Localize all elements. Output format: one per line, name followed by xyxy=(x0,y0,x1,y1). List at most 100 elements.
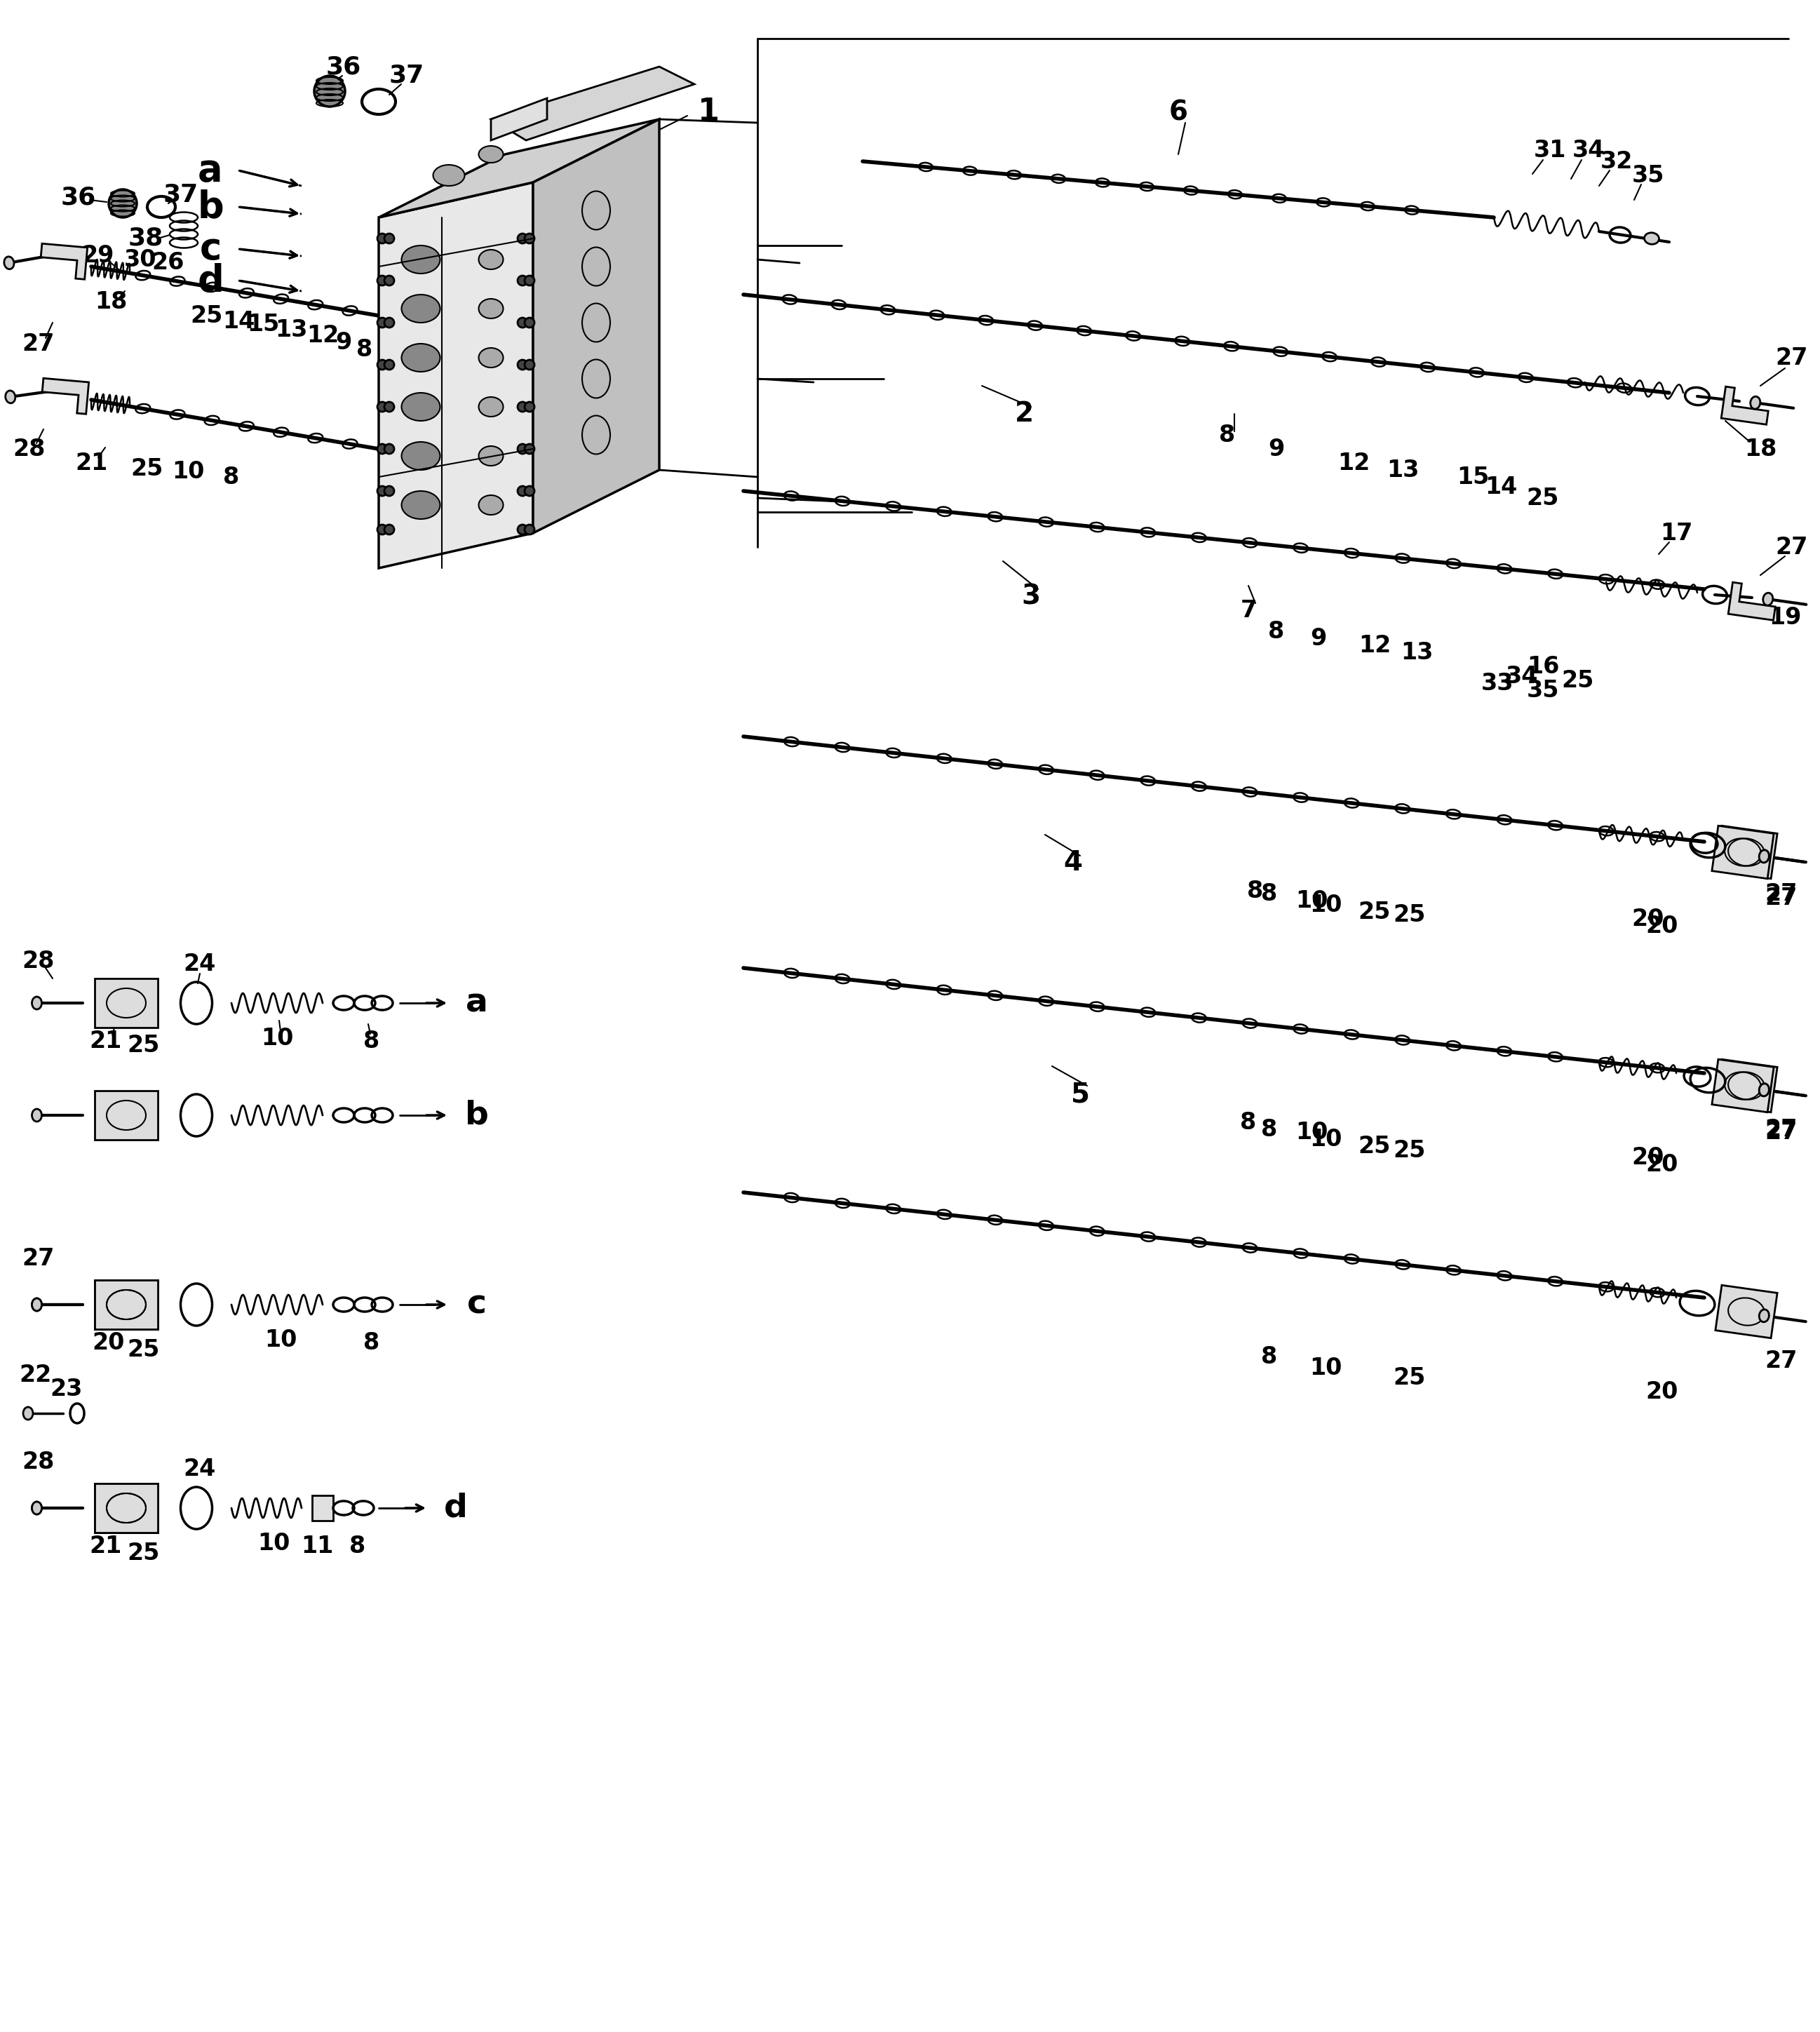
Ellipse shape xyxy=(1751,396,1760,408)
Text: 27: 27 xyxy=(1765,1118,1798,1140)
Text: 20: 20 xyxy=(1633,1146,1665,1168)
Text: 11: 11 xyxy=(300,1534,333,1559)
Circle shape xyxy=(377,276,388,284)
Text: 34: 34 xyxy=(1505,664,1538,689)
Text: 9: 9 xyxy=(1310,626,1327,650)
Text: 34: 34 xyxy=(1572,140,1605,163)
Text: 20: 20 xyxy=(1645,1380,1678,1404)
Text: 23: 23 xyxy=(51,1378,84,1400)
Ellipse shape xyxy=(33,1502,42,1514)
Ellipse shape xyxy=(479,447,502,465)
Polygon shape xyxy=(95,1483,158,1532)
Text: 29: 29 xyxy=(82,244,115,268)
Polygon shape xyxy=(1729,583,1774,620)
Ellipse shape xyxy=(402,246,440,274)
Polygon shape xyxy=(1716,825,1778,878)
Text: 10: 10 xyxy=(264,1329,297,1351)
Circle shape xyxy=(377,234,388,244)
Circle shape xyxy=(384,360,395,370)
Text: 21: 21 xyxy=(75,451,107,475)
Ellipse shape xyxy=(33,1109,42,1122)
Circle shape xyxy=(377,445,388,453)
Circle shape xyxy=(384,276,395,284)
Circle shape xyxy=(517,360,528,370)
Ellipse shape xyxy=(33,1502,42,1514)
Text: d: d xyxy=(444,1491,468,1524)
Circle shape xyxy=(384,445,395,453)
Text: 20: 20 xyxy=(93,1331,126,1355)
Text: 9: 9 xyxy=(335,331,351,354)
Text: 10: 10 xyxy=(1309,894,1341,916)
Polygon shape xyxy=(40,244,87,278)
Text: 8: 8 xyxy=(357,337,373,362)
Circle shape xyxy=(384,486,395,496)
Text: 15: 15 xyxy=(1456,465,1489,488)
Ellipse shape xyxy=(33,1298,42,1311)
Circle shape xyxy=(524,445,535,453)
Text: 25: 25 xyxy=(1527,486,1560,510)
Text: 36: 36 xyxy=(60,185,96,209)
Text: d: d xyxy=(197,262,224,299)
Text: 25: 25 xyxy=(127,1542,160,1565)
Text: 1: 1 xyxy=(697,98,719,128)
Circle shape xyxy=(377,402,388,412)
Text: 8: 8 xyxy=(1247,880,1263,902)
Polygon shape xyxy=(95,1280,158,1329)
Polygon shape xyxy=(42,378,89,415)
Circle shape xyxy=(524,317,535,327)
Text: 20: 20 xyxy=(1645,914,1678,937)
Circle shape xyxy=(377,486,388,496)
Text: 28: 28 xyxy=(22,1451,55,1473)
Text: b: b xyxy=(466,1099,490,1132)
Text: 8: 8 xyxy=(364,1331,380,1355)
Ellipse shape xyxy=(479,396,502,417)
Ellipse shape xyxy=(479,299,502,319)
Ellipse shape xyxy=(33,1298,42,1311)
Text: 8: 8 xyxy=(1269,620,1285,642)
Ellipse shape xyxy=(4,256,15,268)
Text: 2: 2 xyxy=(1014,400,1034,427)
Text: 27: 27 xyxy=(1776,345,1809,370)
Text: 14: 14 xyxy=(222,309,255,333)
Text: 4: 4 xyxy=(1063,849,1083,876)
Circle shape xyxy=(524,276,535,284)
Text: 27: 27 xyxy=(1765,1349,1798,1372)
Ellipse shape xyxy=(582,248,610,287)
Text: 12: 12 xyxy=(306,323,339,347)
Text: 21: 21 xyxy=(89,1534,122,1559)
Circle shape xyxy=(517,402,528,412)
Text: 18: 18 xyxy=(1744,437,1776,461)
Polygon shape xyxy=(95,1483,158,1532)
Text: 10: 10 xyxy=(260,1026,293,1051)
Text: 25: 25 xyxy=(1562,669,1594,693)
Ellipse shape xyxy=(1760,849,1769,864)
Ellipse shape xyxy=(402,392,440,421)
Ellipse shape xyxy=(582,191,610,230)
Polygon shape xyxy=(379,120,659,217)
Ellipse shape xyxy=(1764,593,1773,606)
Polygon shape xyxy=(491,98,548,140)
Circle shape xyxy=(109,189,136,217)
Text: b: b xyxy=(197,189,224,226)
Text: 5: 5 xyxy=(1070,1081,1090,1107)
Polygon shape xyxy=(95,979,158,1028)
Circle shape xyxy=(377,524,388,534)
Circle shape xyxy=(517,317,528,327)
Polygon shape xyxy=(533,120,659,532)
Circle shape xyxy=(517,445,528,453)
Circle shape xyxy=(524,360,535,370)
Text: 10: 10 xyxy=(1309,1355,1341,1380)
Text: 24: 24 xyxy=(184,1457,217,1481)
Ellipse shape xyxy=(1760,1309,1769,1323)
Text: 13: 13 xyxy=(275,319,308,341)
Bar xyxy=(311,1496,333,1520)
Text: 8: 8 xyxy=(349,1534,366,1559)
Circle shape xyxy=(517,276,528,284)
Ellipse shape xyxy=(24,1406,33,1420)
Text: 8: 8 xyxy=(1261,1345,1278,1370)
Ellipse shape xyxy=(1760,849,1769,864)
Text: c: c xyxy=(200,232,222,268)
Circle shape xyxy=(384,402,395,412)
Text: 8: 8 xyxy=(1261,882,1278,906)
Polygon shape xyxy=(1713,825,1774,878)
